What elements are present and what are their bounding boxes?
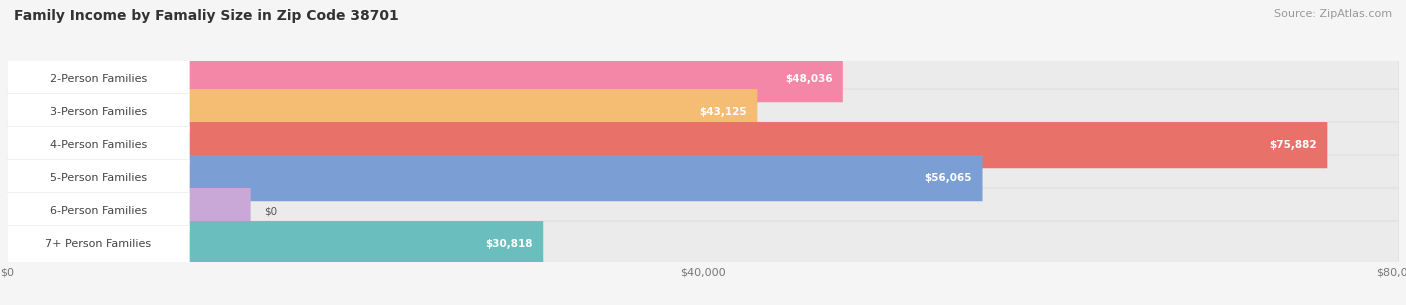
Text: $43,125: $43,125 [699, 107, 747, 117]
FancyBboxPatch shape [7, 89, 1399, 135]
Text: 3-Person Families: 3-Person Families [49, 107, 148, 117]
FancyBboxPatch shape [7, 188, 1399, 234]
Text: 6-Person Families: 6-Person Families [49, 206, 148, 216]
Text: 4-Person Families: 4-Person Families [49, 140, 148, 150]
FancyBboxPatch shape [7, 126, 190, 164]
Text: Family Income by Famaliy Size in Zip Code 38701: Family Income by Famaliy Size in Zip Cod… [14, 9, 399, 23]
FancyBboxPatch shape [7, 122, 1327, 168]
FancyBboxPatch shape [7, 56, 842, 102]
Text: $75,882: $75,882 [1270, 140, 1317, 150]
FancyBboxPatch shape [7, 89, 758, 135]
Text: 7+ Person Families: 7+ Person Families [45, 239, 152, 249]
FancyBboxPatch shape [7, 155, 1399, 201]
FancyBboxPatch shape [7, 93, 190, 131]
FancyBboxPatch shape [7, 192, 190, 230]
FancyBboxPatch shape [7, 221, 543, 267]
FancyBboxPatch shape [7, 122, 1399, 168]
FancyBboxPatch shape [7, 60, 190, 98]
FancyBboxPatch shape [7, 155, 983, 201]
FancyBboxPatch shape [7, 225, 190, 263]
FancyBboxPatch shape [7, 188, 250, 234]
Text: $30,818: $30,818 [485, 239, 533, 249]
FancyBboxPatch shape [7, 159, 190, 197]
Text: 2-Person Families: 2-Person Families [49, 74, 148, 84]
Text: $56,065: $56,065 [925, 173, 972, 183]
Text: $0: $0 [264, 206, 277, 216]
Text: Source: ZipAtlas.com: Source: ZipAtlas.com [1274, 9, 1392, 19]
Text: 5-Person Families: 5-Person Families [49, 173, 148, 183]
Text: $48,036: $48,036 [785, 74, 832, 84]
FancyBboxPatch shape [7, 221, 1399, 267]
FancyBboxPatch shape [7, 56, 1399, 102]
